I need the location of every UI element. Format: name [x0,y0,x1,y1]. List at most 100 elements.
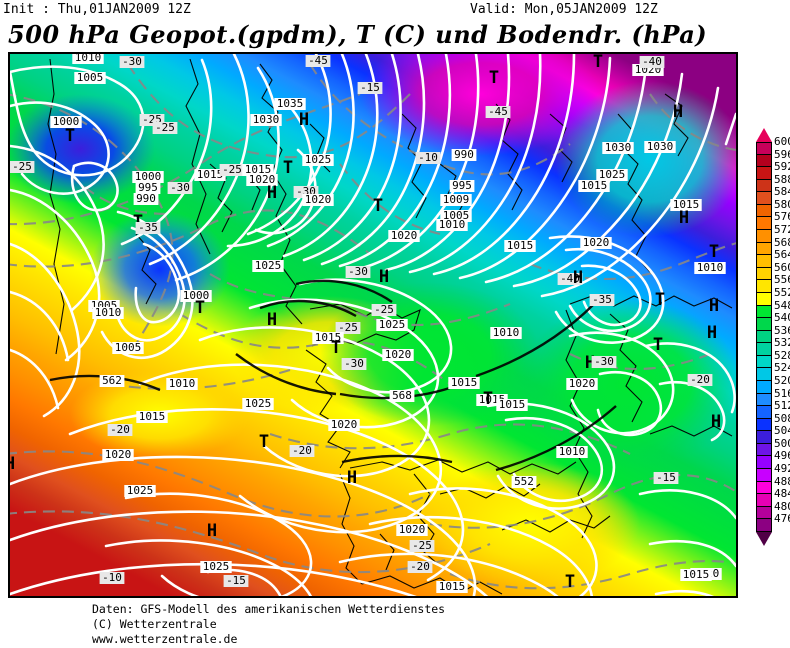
isobar-label: 1020 [249,173,276,186]
isobar-label: 1010 [697,261,724,274]
footer-line-data-source: Daten: GFS-Modell des amerikanischen Wet… [92,602,446,616]
colorbar-tick-label: 488 [774,474,790,488]
label-chip [566,378,598,390]
isotherm-label: -20 [110,423,130,436]
footer-line-website: www.wetterzentrale.de [92,632,238,646]
colorbar-swatch [756,380,772,394]
isobar-label: 1015 [245,163,272,176]
colorbar-swatch [756,154,772,168]
isobar-label: 1015 [139,410,166,423]
label-chip [345,266,371,278]
isobar-label: 1030 [647,140,674,153]
colorbar-tick-label: 548 [774,298,790,312]
colorbar-swatch [756,242,772,256]
colorbar-labels: 6005965925885845805765725685645605565525… [774,135,790,526]
label-chip [653,472,679,484]
label-chip [167,182,193,194]
isobar-label: 1025 [379,318,406,331]
isobar-label: 1005 [115,341,142,354]
header-row: Init : Thu,01JAN2009 12Z Valid: Mon,05JA… [0,2,790,22]
low-pressure-marker: T [593,54,603,72]
isotherm-label: -30 [122,55,142,68]
footer: Daten: GFS-Modell des amerikanischen Wet… [92,602,652,647]
colorbar-swatch [756,217,772,231]
label-chip [504,240,536,252]
colorbar-swatch [756,368,772,381]
label-chip [448,377,480,389]
colorbar-bottom-arrow [756,532,772,546]
isobar-label: 1015 [439,580,466,593]
isotherm-label: -45 [488,105,508,118]
high-pressure-marker: H [709,296,719,316]
init-time-label: Init : Thu,01JAN2009 12Z [3,2,191,17]
isobar-label: 1015 [683,568,710,581]
isobar-label: 1020 [391,229,418,242]
colorbar-tick-label: 476 [774,512,790,526]
label-chip [357,82,383,94]
low-pressure-marker: T [655,290,665,310]
isobar-label: 1020 [305,193,332,206]
label-chip [99,572,125,584]
colorbar-swatch [756,192,772,205]
high-pressure-marker: H [267,183,277,203]
isobar-label: 995 [138,181,158,194]
isotherm-label: -40 [642,55,662,68]
label-chip [302,194,334,206]
label-chip [396,524,428,536]
colorbar-tick-label: 532 [774,336,790,350]
isobar-label: 1010 [75,54,102,64]
colorbar-tick-label: 492 [774,462,790,476]
colorbar-tick-label: 588 [774,172,790,186]
label-chip [72,54,104,64]
colorbar-swatch [756,469,772,482]
label-chip [440,194,472,206]
label-chip [132,171,164,183]
isotherm-label: -35 [138,221,158,234]
colorbar-swatch [756,494,772,507]
colorbar-tick-label: 500 [774,436,790,450]
weather-map[interactable]: 10051000T-301010-25-25-251000995990T-35-… [8,52,738,598]
label-chip [166,378,198,390]
high-pressure-marker: H [711,412,721,432]
isotherm-label: -20 [410,560,430,573]
isotherm-label: -25 [12,160,32,173]
colorbar-swatch [756,343,772,356]
colorbar-tick-label: 512 [774,399,790,413]
isotherm-label: -15 [226,574,246,587]
colorbar-tick-label: 480 [774,499,790,513]
isotherm-label: -25 [155,121,175,134]
colorbar-swatch [756,267,772,281]
isobar-label: 995 [452,179,472,192]
colorbar-tick-label: 560 [774,260,790,274]
label-chip [578,180,610,192]
high-pressure-marker: H [267,310,277,330]
label-chip [242,398,274,410]
high-pressure-marker: H [299,110,309,130]
isobar-label: 1030 [253,113,280,126]
label-chip [382,349,414,361]
high-pressure-marker: H [707,323,717,343]
isotherm-label: -15 [656,471,676,484]
label-chip [133,193,159,205]
colorbar-tick-label: 552 [774,285,790,299]
colorbar-tick-label: 516 [774,386,790,400]
isobar-label: 1025 [245,397,272,410]
colorbar-swatch [756,393,772,407]
isobar-label: 1015 [499,398,526,411]
isotherm-label: -25 [374,303,394,316]
isobar-label: 1010 [439,218,466,231]
colorbar-swatch [756,280,772,293]
label-chip [50,116,82,128]
label-chip [194,169,226,181]
label-chip [436,581,468,593]
low-pressure-marker: T [195,298,205,318]
isobar-label: 1020 [385,348,412,361]
isobar-label: 1015 [507,239,534,252]
label-chip [596,169,628,181]
label-chip [694,262,726,274]
colorbar-swatch [756,506,772,520]
colorbar[interactable]: 6005965925885845805765725685645605565525… [752,128,790,548]
isobar-label: 1025 [203,560,230,573]
label-chip [591,356,617,368]
colorbar-tick-label: 536 [774,323,790,337]
